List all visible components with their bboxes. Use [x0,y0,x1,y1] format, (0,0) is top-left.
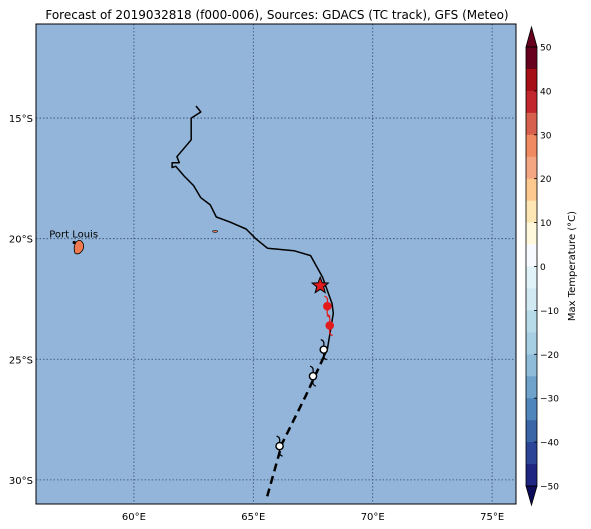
graticule [36,24,516,504]
lon-tick-label: 65°E [241,512,265,523]
colorbar-band [526,310,537,333]
cyclone-symbol [319,339,329,361]
cyclone-core [325,321,335,330]
colorbar-tick-label: 0 [540,263,546,273]
cyclone-symbol [275,435,284,457]
place-layer: Port Louis [49,230,98,245]
cyclone-arm [312,380,317,387]
colorbar-band [526,112,537,136]
lon-tick-label: 70°E [361,512,385,523]
colorbar-band [526,376,537,399]
lon-tick-label: 60°E [122,512,146,523]
colorbar-tick-label: −20 [540,351,559,361]
colorbar-band [526,420,537,443]
colorbar-band [526,156,537,180]
cyclone-arm [322,353,327,361]
forecast-track-line [265,356,325,500]
colorbar-band [526,90,537,114]
colorbar-band [526,244,537,267]
colorbar-tick-label: −30 [540,395,559,405]
cyclone-arm [326,310,331,317]
cyclone-track [171,105,335,500]
colorbar-extend-bottom [525,485,538,507]
current-position-star [310,275,330,294]
past-track-line [171,105,335,358]
cyclone-symbols [275,275,335,457]
colorbar-band [526,354,537,377]
colorbar-tick-label: 20 [540,175,552,185]
colorbar-band [526,178,537,202]
colorbar-band [526,47,537,70]
cyclone-core [275,441,284,451]
lat-tick-label: 25°S [9,355,33,366]
colorbar-tick-label: 10 [540,219,552,229]
map-border [35,23,517,505]
colorbar-band [526,68,537,92]
cyclone-symbol-red [323,295,332,317]
colorbar-band [526,332,537,355]
colorbar-band [526,134,537,158]
lat-tick-label: 20°S [9,235,33,246]
colorbar-tick-label: 40 [540,87,552,97]
colorbar-band [526,288,537,311]
map-ocean-area [36,24,516,504]
rodrigues-island [212,230,218,233]
cyclone-arm [276,435,281,443]
colorbar-band [526,200,537,223]
mauritius-island [73,240,85,255]
colorbar-band [526,222,537,245]
colorbar-band [526,266,537,289]
colorbar-band [526,398,537,421]
cyclone-arm [326,314,331,322]
port-louis-marker [72,240,76,245]
lon-tick-label: 75°E [480,512,504,523]
cyclone-arm [320,339,325,346]
latitude-tick-labels: 15°S 20°S 25°S 30°S [9,114,33,487]
map-title: Forecast of 2019032818 (f000-006), Sourc… [45,8,508,22]
cyclone-arm [328,329,333,337]
colorbar-tick-label: −10 [540,307,559,317]
cyclone-arm [278,449,283,457]
cyclone-core [308,371,318,381]
cyclone-symbol [308,365,318,387]
cyclone-symbol-red [325,314,335,337]
cyclone-core [319,345,329,354]
colorbar-extend-top [525,25,538,48]
port-louis-label: Port Louis [49,230,98,241]
lat-tick-label: 15°S [9,114,33,125]
cyclone-arm [309,365,314,373]
colorbar-tick-label: 30 [540,131,552,141]
cyclone-core [323,301,332,311]
colorbar-tick-label: 50 [540,44,552,54]
colorbar-label: Max Temperature (°C) [567,211,578,321]
colorbar-band [526,464,537,487]
colorbar-band [526,442,537,465]
temperature-colorbar: 50 40 30 20 10 0 −10 −20 −30 −40 −50 [525,25,559,507]
land-layer [73,230,218,255]
colorbar-tick-label: −40 [540,439,559,449]
cyclone-arm [324,295,329,303]
longitude-tick-labels: 60°E 65°E 70°E 75°E [122,512,504,523]
lat-tick-label: 30°S [9,476,33,487]
colorbar-tick-label: −50 [540,483,559,493]
